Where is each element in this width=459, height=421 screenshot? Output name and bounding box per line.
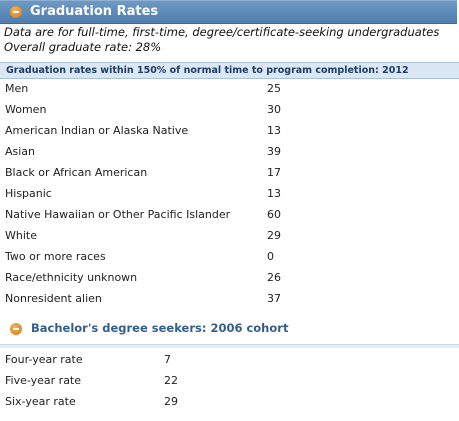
overall-rate: Overall graduate rate: 28%	[4, 40, 162, 54]
row-value: 26	[267, 271, 281, 284]
minus-circle-icon[interactable]	[10, 6, 22, 18]
row-label: White	[5, 229, 37, 242]
row-value: 25	[267, 82, 281, 95]
row-value: 37	[267, 292, 281, 305]
row-value: 29	[164, 395, 178, 408]
table-row: American Indian or Alaska Native 13	[0, 120, 459, 141]
table-row: Six-year rate 29	[0, 391, 459, 412]
table-row: Hispanic 13	[0, 183, 459, 204]
table-row: Women 30	[0, 99, 459, 120]
row-label: Women	[5, 103, 47, 116]
table-row: Two or more races 0	[0, 246, 459, 267]
row-value: 13	[267, 187, 281, 200]
row-value: 29	[267, 229, 281, 242]
row-label: Six-year rate	[5, 395, 76, 408]
table-header: Graduation rates within 150% of normal t…	[0, 62, 459, 79]
section-title: Graduation Rates	[30, 4, 159, 19]
section-divider	[0, 344, 459, 348]
section-header-bar[interactable]: Graduation Rates	[0, 0, 457, 24]
table-row: Race/ethnicity unknown 26	[0, 267, 459, 288]
row-value: 13	[267, 124, 281, 137]
row-label: Black or African American	[5, 166, 148, 179]
table-row: Asian 39	[0, 141, 459, 162]
table-row: Nonresident alien 37	[0, 288, 459, 309]
row-value: 39	[267, 145, 281, 158]
row-value: 30	[267, 103, 281, 116]
table-row: Four-year rate 7	[0, 349, 459, 370]
table-row: Native Hawaiian or Other Pacific Islande…	[0, 204, 459, 225]
row-label: Nonresident alien	[5, 292, 102, 305]
row-label: Race/ethnicity unknown	[5, 271, 138, 284]
table-row: Men 25	[0, 78, 459, 99]
row-value: 22	[164, 374, 178, 387]
row-value: 17	[267, 166, 281, 179]
table-row: White 29	[0, 225, 459, 246]
row-label: Asian	[5, 145, 36, 158]
row-label: Two or more races	[5, 250, 106, 263]
row-label: Five-year rate	[5, 374, 82, 387]
cohort-title: Bachelor's degree seekers: 2006 cohort	[31, 321, 289, 335]
table-row: Five-year rate 22	[0, 370, 459, 391]
table-header-label: Graduation rates within 150% of normal t…	[6, 65, 409, 76]
intro-description: Data are for full-time, first-time, degr…	[4, 25, 440, 39]
row-label: Four-year rate	[5, 353, 83, 366]
table-row: Black or African American 17	[0, 162, 459, 183]
row-value: 60	[267, 208, 281, 221]
row-label: Men	[5, 82, 29, 95]
minus-circle-icon[interactable]	[10, 323, 22, 335]
row-label: Native Hawaiian or Other Pacific Islande…	[5, 208, 231, 221]
row-label: Hispanic	[5, 187, 52, 200]
row-label: American Indian or Alaska Native	[5, 124, 189, 137]
row-value: 7	[164, 353, 171, 366]
row-value: 0	[267, 250, 274, 263]
